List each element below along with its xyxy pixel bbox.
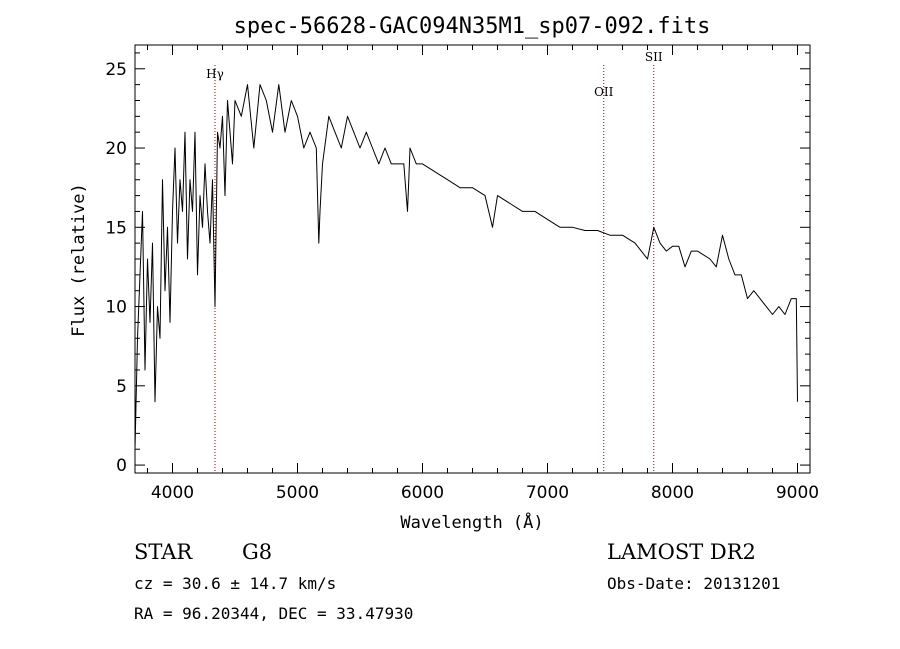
coordinates: RA = 96.20344, DEC = 33.47930: [134, 604, 413, 623]
y-tick-label: 15: [105, 218, 127, 238]
spectrum-line: [134, 84, 798, 450]
spectral-line-label: Hγ: [206, 67, 224, 81]
object-class: STAR: [134, 540, 193, 564]
redshift-info: cz = 30.6 ± 14.7 km/s: [134, 574, 336, 593]
y-axis-label: Flux (relative): [69, 183, 89, 337]
y-tick-label: 5: [116, 377, 127, 397]
observation-date: Obs-Date: 20131201: [607, 574, 780, 593]
object-subclass: G8: [242, 540, 272, 564]
x-tick-label: 7000: [526, 483, 569, 503]
survey-name: LAMOST DR2: [607, 540, 756, 564]
y-tick-label: 10: [105, 298, 127, 318]
x-tick-label: 4000: [151, 483, 194, 503]
spectral-line-label: SII: [645, 50, 663, 64]
chart-title: spec-56628-GAC094N35M1_sp07-092.fits: [234, 14, 711, 39]
plot-frame: [134, 44, 811, 474]
plot-area: 4000 5000 6000 7000 8000 9000 0 5 10 15 20 25 Hγ OII S…: [105, 44, 819, 503]
x-axis-label: Wavelength (Å): [400, 511, 543, 533]
x-tick-label: 5000: [276, 483, 319, 503]
y-tick-label: 0: [116, 456, 127, 476]
spectral-line-label: OII: [594, 85, 614, 99]
x-tick-label: 8000: [651, 483, 694, 503]
y-tick-label: 20: [105, 139, 127, 159]
x-tick-label: 9000: [776, 483, 819, 503]
y-tick-label: 25: [105, 60, 127, 80]
x-tick-label: 6000: [401, 483, 444, 503]
